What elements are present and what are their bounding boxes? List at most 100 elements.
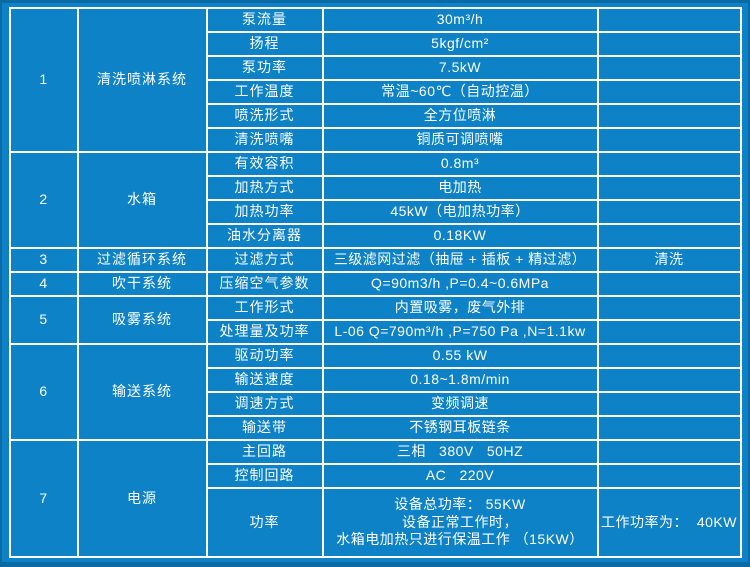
table-row: 处理量及功率 L-06 Q=790m³/h ,P=750 Pa ,N=1.1kw [11,321,740,343]
note-cell [598,153,740,175]
table-row: 清洗喷嘴 铜质可调喷嘴 [11,129,740,151]
param-label-cell: 输送速度 [207,369,322,391]
param-value-cell: 全方位喷淋 [323,105,597,127]
param-value-cell: 变频调速 [323,393,597,415]
note-cell [598,273,740,295]
section-number-cell: 5 [10,297,77,343]
param-label-cell: 压缩空气参数 [207,273,322,295]
spec-table: 1 清洗喷淋系统 泵流量 30m³/h 扬程 5kgf/cm² 泵功率 7.5k… [8,7,742,558]
param-label-cell: 控制回路 [207,465,322,487]
param-value-cell: 0.18~1.8m/min [323,369,597,391]
table-row: 喷洗形式 全方位喷淋 [11,105,740,127]
table-row: 输送速度 0.18~1.8m/min [11,369,740,391]
system-name-cell: 输送系统 [78,345,206,439]
table-row: 控制回路 AC 220V [11,465,740,487]
param-label-cell: 有效容积 [207,153,322,175]
param-label-cell: 处理量及功率 [207,321,322,343]
system-name-cell: 水箱 [78,153,206,247]
param-label-cell: 功率 [207,489,322,556]
param-value-cell: Q=90m3/h ,P=0.4~0.6MPa [323,273,597,295]
table-row: 加热功率 45kW（电加热功率） [11,201,740,223]
table-row: 工作温度 常温~60℃（自动控温） [11,81,740,103]
param-value-cell: 设备总功率： 55KW 设备正常工作时， 水箱电加热只进行保温工作 （15KW） [323,489,597,556]
table-row: 4 吹干系统 压缩空气参数 Q=90m3/h ,P=0.4~0.6MPa [10,273,740,295]
note-cell [598,57,740,79]
param-label-cell: 扬程 [207,33,322,55]
param-value-cell: 内置吸雾，废气外排 [323,297,597,319]
note-cell [598,177,740,199]
param-label-cell: 清洗喷嘴 [207,129,322,151]
param-value-cell: 常温~60℃（自动控温） [323,81,597,103]
param-label-cell: 加热功率 [207,201,322,223]
note-cell [598,297,740,319]
note-cell [598,417,740,439]
note-cell [598,9,740,31]
note-cell [598,105,740,127]
param-label-cell: 泵功率 [207,57,322,79]
param-label-cell: 工作温度 [207,81,322,103]
table-row: 1 清洗喷淋系统 泵流量 30m³/h [10,9,740,151]
param-value-cell: AC 220V [323,465,597,487]
note-cell [598,345,740,367]
system-name-cell: 吹干系统 [78,273,206,295]
param-value-cell: 三级滤网过滤（抽屉 + 插板 + 精过滤） [323,249,597,271]
table-row: 5 吸雾系统 工作形式 内置吸雾，废气外排 [10,297,740,343]
param-value-cell: 45kW（电加热功率） [323,201,597,223]
param-label-cell: 泵流量 [207,9,322,31]
table-row: 6 输送系统 驱动功率 0.55 kW [10,345,740,439]
section-number-cell: 3 [10,249,77,271]
section-number-cell: 6 [10,345,77,439]
table-row: 油水分离器 0.18KW [11,225,740,247]
param-value-cell: 0.8m³ [323,153,597,175]
param-label-cell: 输送带 [207,417,322,439]
note-cell: 工作功率为： 40KW [598,489,740,556]
table-row: 7 电源 主回路 三相 380V 50HZ [10,441,740,556]
param-label-cell: 调速方式 [207,393,322,415]
section-number-cell: 2 [10,153,77,247]
param-value-cell: 铜质可调喷嘴 [323,129,597,151]
param-value-cell: 0.18KW [323,225,597,247]
system-name-cell: 清洗喷淋系统 [78,9,206,151]
note-cell [598,225,740,247]
note-cell [598,129,740,151]
section-number-cell: 7 [10,441,77,556]
table-row: 功率 设备总功率： 55KW 设备正常工作时， 水箱电加热只进行保温工作 （15… [11,489,740,556]
param-label-cell: 驱动功率 [207,345,322,367]
param-value-cell: 三相 380V 50HZ [323,441,597,463]
param-value-cell: L-06 Q=790m³/h ,P=750 Pa ,N=1.1kw [323,321,597,343]
table-row: 泵功率 7.5kW [11,57,740,79]
note-cell [598,369,740,391]
table-row: 输送带 不锈钢耳板链条 [11,417,740,439]
table-row: 加热方式 电加热 [11,177,740,199]
param-value-cell: 7.5kW [323,57,597,79]
note-cell [598,441,740,463]
note-cell: 清洗 [598,249,740,271]
section-number-cell: 4 [10,273,77,295]
table-row: 扬程 5kgf/cm² [11,33,740,55]
param-value-cell: 5kgf/cm² [323,33,597,55]
param-label-cell: 工作形式 [207,297,322,319]
table-row: 调速方式 变频调速 [11,393,740,415]
system-name-cell: 电源 [78,441,206,556]
param-label-cell: 过滤方式 [207,249,322,271]
section-number-cell: 1 [10,9,77,151]
param-label-cell: 主回路 [207,441,322,463]
note-cell [598,33,740,55]
param-label-cell: 油水分离器 [207,225,322,247]
note-cell [598,321,740,343]
note-cell [598,81,740,103]
param-value-cell: 不锈钢耳板链条 [323,417,597,439]
system-name-cell: 过滤循环系统 [78,249,206,271]
system-name-cell: 吸雾系统 [78,297,206,343]
note-cell [598,393,740,415]
param-label-cell: 加热方式 [207,177,322,199]
table-row: 2 水箱 有效容积 0.8m³ [10,153,740,247]
note-cell [598,201,740,223]
table-row: 3 过滤循环系统 过滤方式 三级滤网过滤（抽屉 + 插板 + 精过滤） 清洗 [10,249,740,271]
param-label-cell: 喷洗形式 [207,105,322,127]
param-value-cell: 30m³/h [323,9,597,31]
param-value-cell: 电加热 [323,177,597,199]
note-cell [598,465,740,487]
param-value-cell: 0.55 kW [323,345,597,367]
